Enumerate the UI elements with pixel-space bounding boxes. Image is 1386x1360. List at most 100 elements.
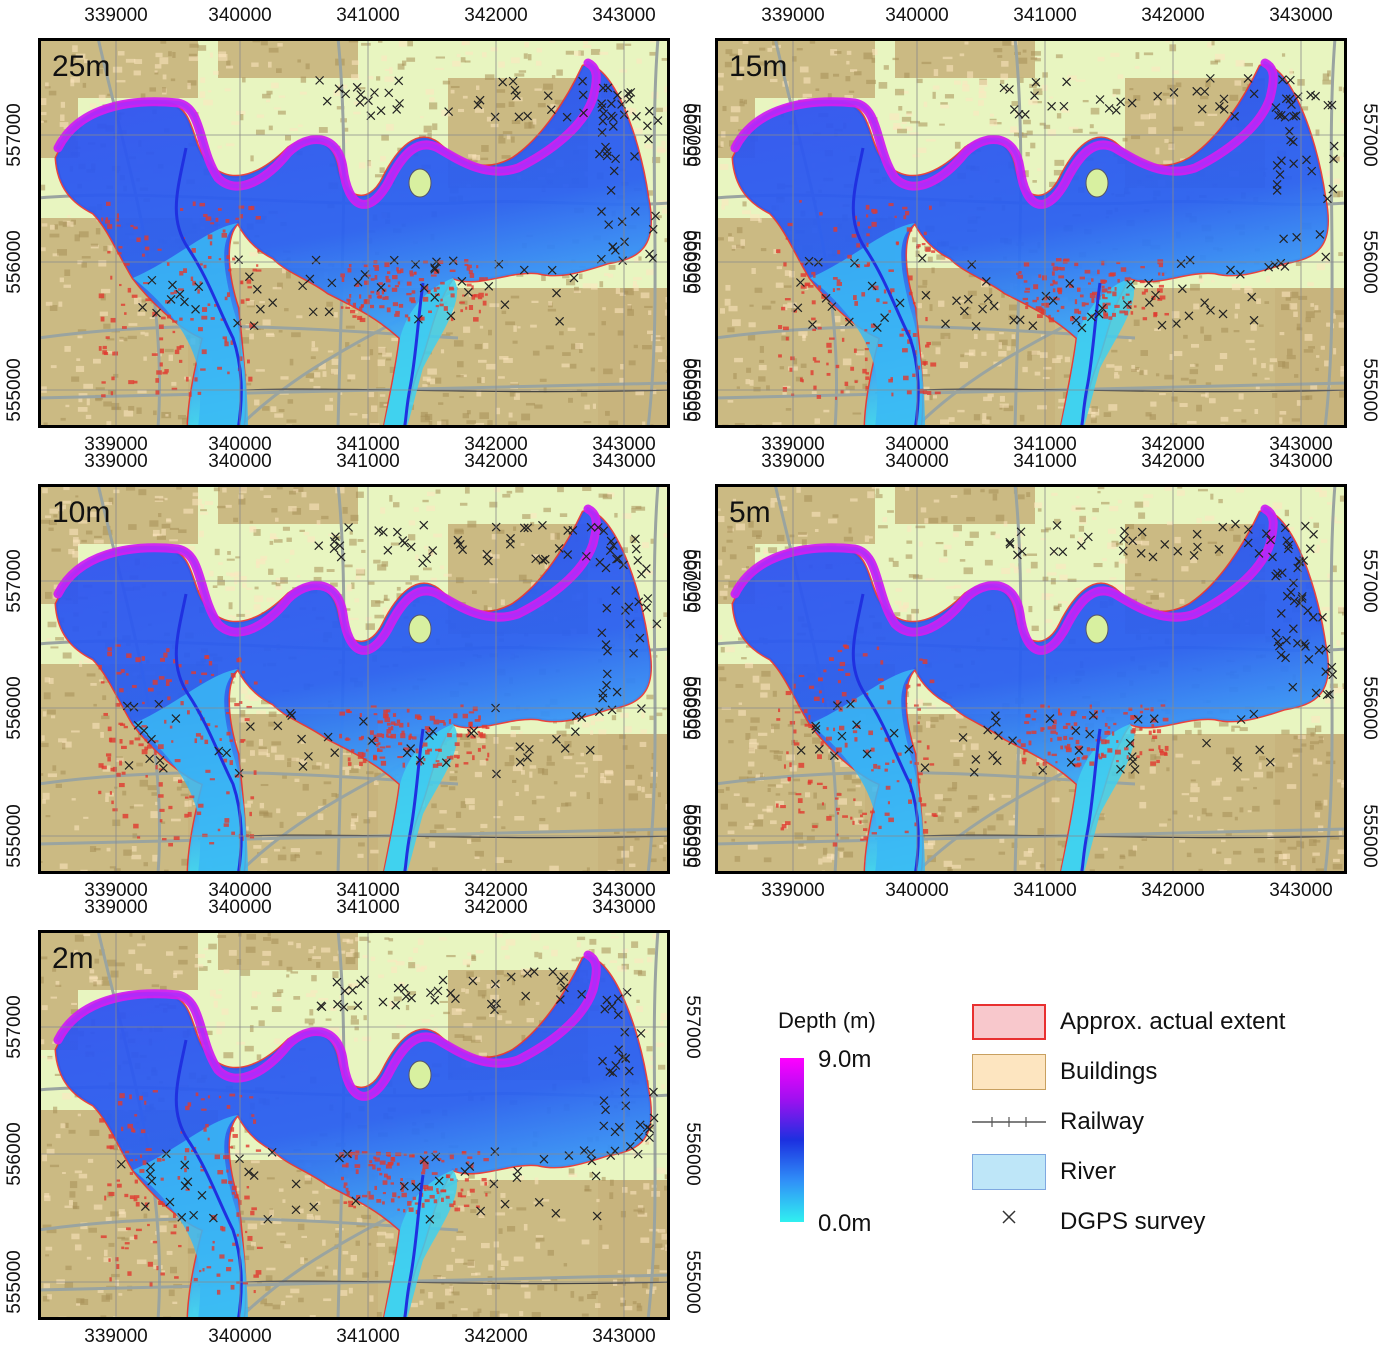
x-tick-label: 342000 — [1141, 5, 1205, 26]
x-tick-label: 340000 — [208, 897, 272, 918]
y-tick-label: 556000 — [1359, 230, 1380, 294]
x-tick-label: 340000 — [885, 451, 949, 472]
x-tick-label: 343000 — [592, 434, 656, 455]
x-tick-label: 343000 — [1269, 5, 1333, 26]
y-tick-label: 555000 — [681, 358, 702, 422]
flood-map — [715, 38, 1347, 428]
x-tick-label: 342000 — [464, 1326, 528, 1347]
x-tick-label: 342000 — [464, 434, 528, 455]
x-tick-label: 342000 — [464, 880, 528, 901]
building-swatch — [972, 1054, 1046, 1090]
x-tick-label: 341000 — [336, 5, 400, 26]
legend-label-buildings: Buildings — [1060, 1058, 1158, 1085]
x-tick-label: 343000 — [1269, 434, 1333, 455]
legend-label-railway: Railway — [1060, 1108, 1145, 1135]
y-tick-label: 557000 — [682, 995, 703, 1059]
y-tick-label: 556000 — [1359, 676, 1380, 740]
x-tick-label: 340000 — [208, 451, 272, 472]
x-tick-label: 341000 — [1013, 5, 1077, 26]
x-tick-label: 339000 — [761, 451, 825, 472]
x-tick-label: 343000 — [1269, 451, 1333, 472]
y-tick-label: 557000 — [1359, 549, 1380, 613]
y-tick-label: 557000 — [4, 549, 25, 613]
x-tick-label: 342000 — [464, 897, 528, 918]
x-tick-label: 340000 — [208, 880, 272, 901]
x-tick-label: 342000 — [464, 451, 528, 472]
x-tick-label: 339000 — [84, 434, 148, 455]
y-tick-label: 556000 — [4, 1122, 25, 1186]
x-tick-label: 340000 — [885, 434, 949, 455]
y-tick-label: 555000 — [1359, 358, 1380, 422]
x-tick-label: 343000 — [592, 451, 656, 472]
x-tick-label: 342000 — [1141, 451, 1205, 472]
x-tick-label: 339000 — [761, 880, 825, 901]
y-tick-label: 556000 — [681, 230, 702, 294]
x-tick-label: 339000 — [761, 5, 825, 26]
x-tick-label: 342000 — [464, 5, 528, 26]
railway-line-icon — [972, 1117, 1046, 1127]
depth-colorbar — [780, 1058, 804, 1222]
extent-swatch — [972, 1004, 1046, 1040]
panel-resolution-label: 2m — [52, 942, 94, 975]
x-tick-label: 339000 — [761, 434, 825, 455]
y-tick-label: 556000 — [681, 676, 702, 740]
x-tick-label: 341000 — [336, 897, 400, 918]
x-tick-label: 339000 — [84, 5, 148, 26]
y-tick-label: 555000 — [682, 1250, 703, 1314]
x-tick-label: 340000 — [208, 5, 272, 26]
x-tick-label: 343000 — [592, 897, 656, 918]
y-tick-label: 557000 — [4, 995, 25, 1059]
x-tick-label: 342000 — [1141, 880, 1205, 901]
panel-resolution-label: 5m — [729, 496, 771, 529]
y-tick-label: 555000 — [4, 358, 25, 422]
y-tick-label: 555000 — [4, 1250, 25, 1314]
map-panel-25m: 339000 339000 340000 340000 341000 341000 3420… — [4, 5, 703, 455]
x-tick-label: 341000 — [336, 451, 400, 472]
x-tick-label: 341000 — [336, 880, 400, 901]
y-tick-label: 557000 — [681, 549, 702, 613]
x-tick-label: 341000 — [336, 434, 400, 455]
depth-min-label: 0.0m — [818, 1210, 872, 1237]
x-tick-label: 340000 — [885, 5, 949, 26]
x-tick-label: 341000 — [1013, 880, 1077, 901]
flood-map — [38, 484, 670, 874]
x-tick-label: 342000 — [1141, 434, 1205, 455]
x-tick-label: 339000 — [84, 897, 148, 918]
x-tick-label: 341000 — [336, 1326, 400, 1347]
x-tick-label: 340000 — [208, 1326, 272, 1347]
x-tick-label: 343000 — [592, 880, 656, 901]
river-swatch — [972, 1154, 1046, 1190]
y-tick-label: 557000 — [4, 103, 25, 167]
flood-map — [715, 484, 1347, 874]
x-tick-label: 339000 — [84, 451, 148, 472]
legend-label-river: River — [1060, 1158, 1117, 1185]
y-tick-label: 557000 — [1359, 103, 1380, 167]
cross-marker-icon — [1002, 1210, 1016, 1224]
depth-max-label: 9.0m — [818, 1046, 872, 1073]
flood-map — [38, 930, 670, 1320]
flood-map — [38, 38, 670, 428]
x-tick-label: 339000 — [84, 1326, 148, 1347]
y-tick-label: 557000 — [681, 103, 702, 167]
map-panel-5m: 339000 339000 340000 340000 341000 341000 3420… — [681, 451, 1380, 901]
x-tick-label: 343000 — [592, 5, 656, 26]
y-tick-label: 556000 — [4, 230, 25, 294]
map-panel-2m: 339000 339000 340000 340000 341000 341000 3420… — [4, 897, 703, 1347]
x-tick-label: 341000 — [1013, 451, 1077, 472]
y-tick-label: 556000 — [682, 1122, 703, 1186]
map-panel-10m: 339000 339000 340000 340000 341000 341000 3420… — [4, 451, 703, 901]
y-tick-label: 556000 — [4, 676, 25, 740]
panel-resolution-label: 15m — [729, 50, 788, 83]
y-tick-label: 555000 — [681, 804, 702, 868]
x-tick-label: 340000 — [208, 434, 272, 455]
x-tick-label: 343000 — [592, 1326, 656, 1347]
map-panel-15m: 339000 339000 340000 340000 341000 341000 3420… — [681, 5, 1380, 455]
legend-label-extent: Approx. actual extent — [1060, 1008, 1286, 1035]
x-tick-label: 340000 — [885, 880, 949, 901]
y-tick-label: 555000 — [1359, 804, 1380, 868]
x-tick-label: 343000 — [1269, 880, 1333, 901]
panel-resolution-label: 10m — [52, 496, 111, 529]
y-tick-label: 555000 — [4, 804, 25, 868]
x-tick-label: 341000 — [1013, 434, 1077, 455]
panel-resolution-label: 25m — [52, 50, 111, 83]
